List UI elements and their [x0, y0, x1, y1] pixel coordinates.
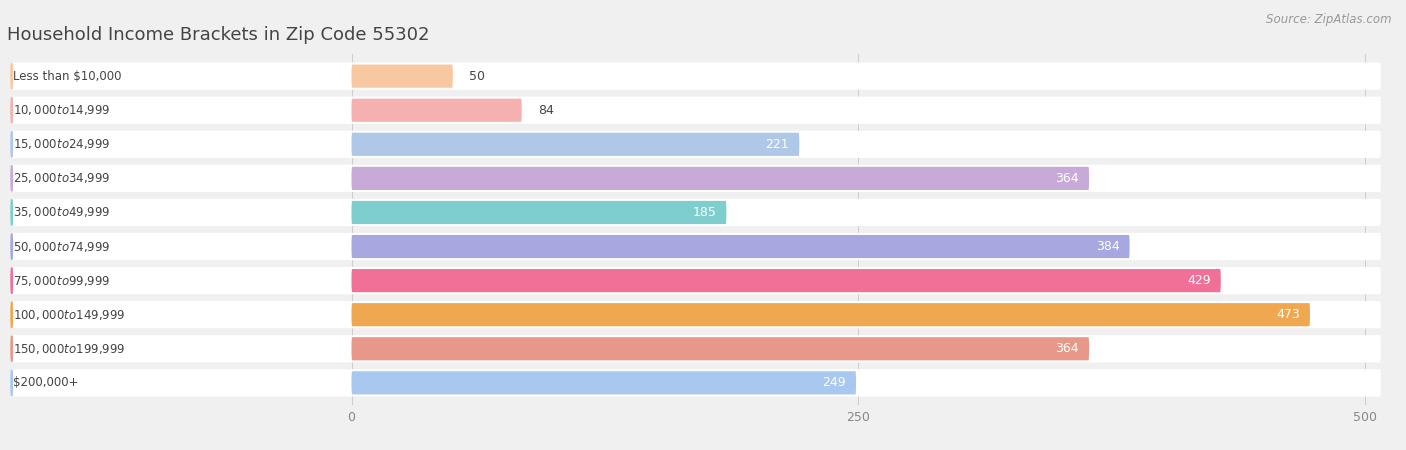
- Text: 221: 221: [765, 138, 789, 151]
- Text: 185: 185: [692, 206, 716, 219]
- Circle shape: [11, 199, 13, 225]
- Text: $100,000 to $149,999: $100,000 to $149,999: [13, 308, 125, 322]
- Circle shape: [11, 234, 13, 260]
- Circle shape: [11, 302, 13, 328]
- FancyBboxPatch shape: [11, 130, 1381, 158]
- Text: $25,000 to $34,999: $25,000 to $34,999: [13, 171, 110, 185]
- Text: $15,000 to $24,999: $15,000 to $24,999: [13, 137, 110, 151]
- Circle shape: [11, 63, 13, 89]
- FancyBboxPatch shape: [352, 269, 1220, 292]
- Circle shape: [11, 268, 13, 293]
- FancyBboxPatch shape: [352, 99, 522, 122]
- Text: $150,000 to $199,999: $150,000 to $199,999: [13, 342, 125, 356]
- Text: 84: 84: [538, 104, 554, 117]
- Text: 50: 50: [470, 70, 485, 83]
- FancyBboxPatch shape: [352, 167, 1090, 190]
- FancyBboxPatch shape: [352, 201, 727, 224]
- FancyBboxPatch shape: [352, 133, 799, 156]
- Text: 249: 249: [823, 376, 846, 389]
- Text: $35,000 to $49,999: $35,000 to $49,999: [13, 206, 110, 220]
- Text: 384: 384: [1095, 240, 1119, 253]
- Circle shape: [11, 336, 13, 362]
- Text: Less than $10,000: Less than $10,000: [13, 70, 121, 83]
- FancyBboxPatch shape: [352, 235, 1129, 258]
- FancyBboxPatch shape: [11, 233, 1381, 260]
- Circle shape: [11, 370, 13, 396]
- Text: $10,000 to $14,999: $10,000 to $14,999: [13, 103, 110, 117]
- FancyBboxPatch shape: [352, 371, 856, 395]
- Circle shape: [11, 97, 13, 123]
- Text: 364: 364: [1056, 342, 1078, 355]
- Text: $200,000+: $200,000+: [13, 376, 79, 389]
- Text: Source: ZipAtlas.com: Source: ZipAtlas.com: [1267, 14, 1392, 27]
- FancyBboxPatch shape: [11, 335, 1381, 362]
- FancyBboxPatch shape: [352, 303, 1310, 326]
- FancyBboxPatch shape: [11, 301, 1381, 328]
- Text: 364: 364: [1056, 172, 1078, 185]
- Text: Household Income Brackets in Zip Code 55302: Household Income Brackets in Zip Code 55…: [7, 26, 429, 44]
- Text: $50,000 to $74,999: $50,000 to $74,999: [13, 239, 110, 253]
- FancyBboxPatch shape: [11, 199, 1381, 226]
- FancyBboxPatch shape: [11, 369, 1381, 396]
- FancyBboxPatch shape: [352, 337, 1090, 360]
- FancyBboxPatch shape: [11, 165, 1381, 192]
- FancyBboxPatch shape: [11, 63, 1381, 90]
- FancyBboxPatch shape: [11, 267, 1381, 294]
- FancyBboxPatch shape: [352, 64, 453, 88]
- Text: $75,000 to $99,999: $75,000 to $99,999: [13, 274, 110, 288]
- Circle shape: [11, 166, 13, 191]
- Text: 473: 473: [1277, 308, 1299, 321]
- Text: 429: 429: [1187, 274, 1211, 287]
- Circle shape: [11, 131, 13, 157]
- FancyBboxPatch shape: [11, 97, 1381, 124]
